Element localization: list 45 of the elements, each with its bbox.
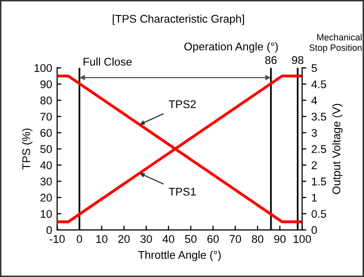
y2-tick-label: 0.5 <box>312 210 326 218</box>
y2-tick-label: 1.5 <box>312 178 326 186</box>
ref-line-label: 86 <box>265 56 277 64</box>
y-tick-label: 10 <box>40 210 52 218</box>
y2-tick-label: 4.5 <box>311 80 326 88</box>
y-tick-label: 70 <box>40 112 52 121</box>
x-tick-label: 30 <box>140 235 152 243</box>
y2-tick-label: 1 <box>312 194 317 202</box>
y-tick-label: 90 <box>40 80 52 88</box>
y2-tick-label: 5 <box>312 64 317 72</box>
x-tick-label: -10 <box>50 235 65 243</box>
y-tick-label: 100 <box>34 64 52 72</box>
y-tick-label: 40 <box>40 161 52 170</box>
ref-line-label: 98 <box>292 56 304 64</box>
y-tick-label: 60 <box>40 128 52 137</box>
y-tick-label: 80 <box>40 96 52 104</box>
x-tick-label: 80 <box>252 235 264 243</box>
y-tick-label: 30 <box>40 178 52 186</box>
y2-tick-label: 2 <box>312 161 317 170</box>
x-tick-label: 0 <box>76 235 82 243</box>
x-tick-label: 10 <box>96 235 108 243</box>
ref-line-label: Full Close <box>84 58 132 66</box>
annotation: TPS1 <box>168 188 196 196</box>
x-tick-label: 20 <box>118 235 130 243</box>
annotation: TPS2 <box>168 100 196 108</box>
x-tick-label: 100 <box>294 235 311 243</box>
y2-axis-title: Output Voltage (V) <box>332 104 343 194</box>
y2-tick-label: 3 <box>312 128 317 137</box>
x-tick-label: 60 <box>207 235 219 243</box>
x-tick-label: 90 <box>274 235 286 243</box>
y2-tick-label: 0 <box>312 226 317 234</box>
x-axis-title: Throttle Angle (°) <box>138 250 221 262</box>
text: Mechanical Stop Position <box>309 34 362 53</box>
x-tick-label: 70 <box>230 235 242 243</box>
y2-tick-label: 4 <box>311 96 317 104</box>
y-tick-label: 50 <box>40 145 52 154</box>
y-tick-label: 20 <box>40 194 52 202</box>
y2-tick-label: 3.5 <box>312 112 326 121</box>
text: Operation Angle (°) <box>184 42 278 53</box>
y2-tick-label: 2.5 <box>312 145 326 154</box>
x-tick-label: 40 <box>162 235 174 243</box>
x-tick-label: 50 <box>185 235 197 243</box>
y-tick-label: 0 <box>46 226 52 234</box>
y-axis-title: TPS (%) <box>22 128 32 170</box>
chart-title: [TPS Characteristic Graph] <box>112 14 244 25</box>
